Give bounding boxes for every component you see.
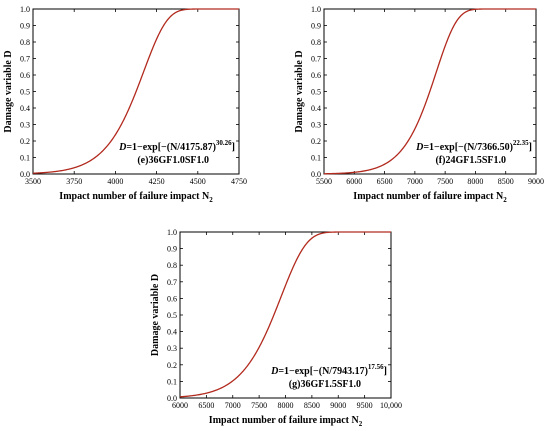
- equation-label: D=1−exp[−(N/7943.17)17.56]: [270, 363, 387, 377]
- x-axis-label: Impact number of failure impact N2: [209, 415, 363, 428]
- x-tick-label: 8500: [304, 401, 320, 410]
- y-axis-label: Damage variable D: [150, 274, 161, 356]
- x-tick-label: 6000: [172, 401, 188, 410]
- x-axis-label-subscript: 2: [359, 420, 363, 428]
- y-tick-label: 0.0: [167, 394, 177, 403]
- y-tick-label: 0.5: [20, 88, 30, 97]
- x-tick-label: 9000: [528, 177, 544, 186]
- y-tick-label: 0.4: [311, 104, 321, 113]
- x-tick-label: 8500: [498, 177, 514, 186]
- equation-variable: D: [415, 142, 423, 153]
- x-tick-label: 10,000: [380, 401, 402, 410]
- damage-curve: [32, 8, 239, 174]
- y-tick-label: 0.6: [311, 71, 321, 80]
- x-axis-label-subscript: 2: [503, 196, 507, 204]
- equation-body: =1−exp[−(N/4175.87): [126, 142, 216, 153]
- equation-body: =1−exp[−(N/7366.50): [423, 142, 513, 153]
- x-tick-label: 6000: [346, 177, 362, 186]
- y-tick-label: 0.3: [20, 121, 30, 130]
- x-axis-label-text: Impact number of failure impact N: [59, 191, 210, 202]
- x-axis-label: Impact number of failure impact N2: [353, 191, 507, 204]
- y-tick-label: 1.0: [20, 5, 30, 14]
- y-tick-label: 0.2: [167, 361, 177, 370]
- equation-exponent: 22.35: [513, 139, 529, 147]
- y-tick-label: 0.0: [20, 170, 30, 179]
- equation-exponent: 17.56: [368, 363, 384, 371]
- equation-suffix: ]: [232, 142, 235, 153]
- y-tick-label: 1.0: [167, 228, 177, 237]
- chart-panel: 3500 3750 4000 4250 4500 4750 0.0 0.1 0.2 0.3 0.4 0…: [3, 5, 247, 204]
- equation-exponent: 30.26: [216, 139, 232, 147]
- y-tick-label: 0.5: [311, 88, 321, 97]
- y-tick-label: 0.1: [311, 154, 321, 163]
- equation-variable: D: [270, 366, 278, 377]
- chart-panel: 6000 6500 7000 7500 8000 8500 9000 9500 10,000 0.…: [150, 228, 402, 428]
- y-tick-label: 0.7: [311, 55, 321, 64]
- y-tick-label: 0.6: [167, 294, 177, 303]
- y-tick-label: 0.7: [20, 55, 30, 64]
- y-tick-label: 0.2: [311, 137, 321, 146]
- x-tick-label: 7000: [407, 177, 423, 186]
- y-tick-label: 0.8: [311, 38, 321, 47]
- x-tick-label: 6500: [377, 177, 393, 186]
- y-tick-label: 0.8: [20, 38, 30, 47]
- x-tick-label: 6500: [198, 401, 214, 410]
- x-tick-label: 4250: [149, 177, 165, 186]
- x-tick-label: 3750: [66, 177, 82, 186]
- y-tick-label: 1.0: [311, 5, 321, 14]
- x-tick-label: 4750: [231, 177, 247, 186]
- y-tick-label: 0.1: [167, 377, 177, 386]
- y-tick-label: 0.9: [167, 245, 177, 254]
- equation-label: D=1−exp[−(N/4175.87)30.26]: [118, 139, 235, 153]
- y-tick-label: 0.4: [167, 328, 177, 337]
- equation-suffix: ]: [384, 366, 387, 377]
- y-tick-label: 0.5: [167, 311, 177, 320]
- damage-curve: [323, 8, 536, 175]
- y-tick-label: 0.7: [167, 278, 177, 287]
- y-tick-label: 0.1: [20, 154, 30, 163]
- x-tick-label: 7500: [437, 177, 453, 186]
- x-tick-label: 9000: [330, 401, 346, 410]
- x-tick-label: 4500: [190, 177, 206, 186]
- y-tick-label: 0.0: [311, 170, 321, 179]
- equation-variable: D: [118, 142, 126, 153]
- panel-label: (f)24GF1.5SF1.0: [435, 155, 506, 166]
- y-axis-label: Damage variable D: [294, 50, 305, 132]
- y-tick-label: 0.9: [311, 22, 321, 31]
- damage-curve: [179, 231, 391, 398]
- y-tick-label: 0.8: [167, 261, 177, 270]
- y-tick-label: 0.3: [311, 121, 321, 130]
- y-tick-label: 0.2: [20, 137, 30, 146]
- y-tick-label: 0.4: [20, 104, 30, 113]
- x-tick-label: 9500: [357, 401, 373, 410]
- x-axis-label: Impact number of failure impact N2: [59, 191, 213, 204]
- y-tick-label: 0.3: [167, 344, 177, 353]
- x-tick-label: 4000: [107, 177, 123, 186]
- panel-label: (e)36GF1.0SF1.0: [137, 155, 209, 166]
- equation-suffix: ]: [529, 142, 532, 153]
- x-axis-label-text: Impact number of failure impact N: [353, 191, 504, 202]
- x-tick-label: 8000: [467, 177, 483, 186]
- x-axis-label-text: Impact number of failure impact N: [209, 415, 360, 426]
- x-axis-label-subscript: 2: [209, 196, 213, 204]
- equation-label: D=1−exp[−(N/7366.50)22.35]: [415, 139, 532, 153]
- equation-body: =1−exp[−(N/7943.17): [278, 366, 368, 377]
- x-tick-label: 5500: [316, 177, 332, 186]
- y-axis-label: Damage variable D: [3, 50, 14, 132]
- x-tick-label: 7000: [225, 401, 241, 410]
- panel-label: (g)36GF1.5SF1.0: [289, 379, 361, 390]
- x-tick-label: 7500: [251, 401, 267, 410]
- x-tick-label: 8000: [278, 401, 294, 410]
- chart-panel: 5500 6000 6500 7000 7500 8000 8500 9000 0.0 0.1 0.…: [294, 5, 544, 204]
- y-tick-label: 0.6: [20, 71, 30, 80]
- y-tick-label: 0.9: [20, 22, 30, 31]
- x-tick-label: 3500: [25, 177, 41, 186]
